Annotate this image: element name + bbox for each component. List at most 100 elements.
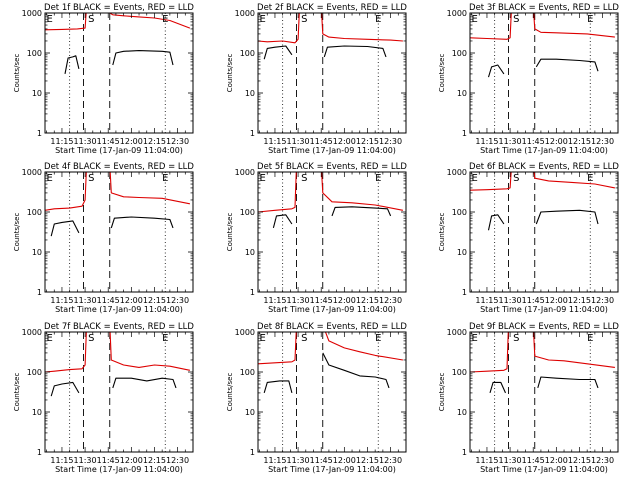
marker-e-3: E bbox=[587, 173, 593, 184]
plot-area bbox=[258, 172, 404, 292]
marker-e-3: E bbox=[375, 333, 381, 344]
y-tick-label: 100 bbox=[27, 208, 42, 217]
x-tick-label: 11:15 bbox=[475, 456, 498, 465]
y-tick-label: 1 bbox=[250, 288, 255, 297]
marker-s-2: S bbox=[513, 173, 519, 184]
marker-s-2: S bbox=[513, 333, 519, 344]
y-tick-label: 10 bbox=[457, 89, 467, 98]
y-axis-label: Counts/sec bbox=[438, 213, 446, 252]
x-tick-label: 12:15 bbox=[356, 296, 379, 305]
plot-frame bbox=[257, 171, 407, 293]
series-events-segment-1 bbox=[263, 380, 293, 394]
x-tick-label: 12:00 bbox=[333, 296, 356, 305]
x-tick-label: 12:30 bbox=[379, 137, 402, 146]
x-tick-label: 12:15 bbox=[143, 137, 166, 146]
series-events-segment-2 bbox=[322, 352, 390, 389]
y-tick-label: 10 bbox=[457, 248, 467, 257]
plot-frame bbox=[257, 12, 407, 134]
series-events-segment-1 bbox=[489, 381, 507, 394]
x-tick-label: 11:30 bbox=[499, 296, 522, 305]
y-tick-label: 10 bbox=[32, 89, 42, 98]
marker-s-2: S bbox=[513, 14, 519, 25]
x-axis-label: Start Time (17-Jan-09 11:04:00) bbox=[55, 305, 183, 314]
series-lld-segment-1 bbox=[258, 332, 403, 365]
series-events-segment-1 bbox=[50, 381, 80, 397]
x-tick-label: 11:45 bbox=[310, 456, 333, 465]
plot-frame bbox=[44, 331, 194, 453]
y-tick-label: 100 bbox=[452, 368, 467, 377]
marker-e-3: E bbox=[587, 333, 593, 344]
series-events-segment-1 bbox=[263, 45, 293, 60]
y-tick-label: 100 bbox=[452, 208, 467, 217]
x-tick-label: 12:30 bbox=[591, 137, 614, 146]
x-tick-label: 11:15 bbox=[50, 296, 73, 305]
x-axis-label: Start Time (17-Jan-09 11:04:00) bbox=[268, 305, 396, 314]
plot-frame bbox=[469, 171, 619, 293]
x-tick-label: 12:30 bbox=[379, 456, 402, 465]
y-axis-label: Counts/sec bbox=[13, 373, 21, 412]
x-tick-label: 12:00 bbox=[120, 296, 143, 305]
panel-title: Det 9f BLACK = Events, RED = LLD bbox=[469, 322, 619, 332]
x-tick-label: 11:45 bbox=[97, 137, 120, 146]
y-tick-label: 100 bbox=[240, 49, 255, 58]
marker-s-2: S bbox=[301, 173, 307, 184]
series-lld-segment-1 bbox=[45, 332, 191, 373]
y-axis-label: Counts/sec bbox=[438, 373, 446, 412]
panel-title: Det 1f BLACK = Events, RED = LLD bbox=[44, 3, 194, 13]
x-tick-label: 11:45 bbox=[97, 456, 120, 465]
x-tick-label: 11:30 bbox=[499, 137, 522, 146]
plot-area bbox=[258, 13, 403, 133]
plot-frame bbox=[257, 331, 407, 453]
x-tick-label: 12:00 bbox=[545, 456, 568, 465]
y-tick-label: 1000 bbox=[22, 328, 42, 337]
x-tick-label: 12:30 bbox=[166, 137, 189, 146]
y-tick-label: 1000 bbox=[447, 328, 467, 337]
y-tick-label: 100 bbox=[240, 208, 255, 217]
x-tick-label: 11:15 bbox=[475, 137, 498, 146]
x-tick-label: 12:15 bbox=[568, 296, 591, 305]
x-tick-label: 11:30 bbox=[74, 137, 97, 146]
marker-e-3: E bbox=[375, 173, 381, 184]
x-tick-label: 11:15 bbox=[263, 456, 286, 465]
y-tick-label: 10 bbox=[245, 248, 255, 257]
y-tick-label: 1000 bbox=[447, 168, 467, 177]
plot-area bbox=[470, 172, 616, 292]
panel-title: Det 6f BLACK = Events, RED = LLD bbox=[469, 162, 619, 172]
y-tick-label: 1000 bbox=[235, 328, 255, 337]
marker-s-2: S bbox=[88, 173, 94, 184]
marker-e-1: E bbox=[47, 333, 53, 344]
series-events-segment-2 bbox=[535, 58, 599, 72]
series-events-segment-1 bbox=[487, 64, 505, 78]
y-tick-label: 1 bbox=[37, 129, 42, 138]
series-events-segment-2 bbox=[112, 50, 174, 66]
x-tick-label: 11:30 bbox=[287, 137, 310, 146]
x-tick-label: 11:45 bbox=[522, 296, 545, 305]
marker-e-1: E bbox=[47, 14, 53, 25]
x-tick-label: 12:30 bbox=[591, 456, 614, 465]
x-tick-label: 11:30 bbox=[287, 456, 310, 465]
marker-e-3: E bbox=[587, 14, 593, 25]
marker-s-2: S bbox=[88, 14, 94, 25]
series-lld-segment-1 bbox=[45, 172, 191, 211]
x-tick-label: 11:15 bbox=[50, 137, 73, 146]
y-axis-label: Counts/sec bbox=[13, 213, 21, 252]
series-events-segment-1 bbox=[50, 220, 80, 237]
y-tick-label: 1 bbox=[250, 129, 255, 138]
x-axis-label: Start Time (17-Jan-09 11:04:00) bbox=[268, 146, 396, 155]
x-tick-label: 12:15 bbox=[568, 456, 591, 465]
y-tick-label: 10 bbox=[245, 89, 255, 98]
y-tick-label: 1 bbox=[462, 129, 467, 138]
panel-title: Det 7f BLACK = Events, RED = LLD bbox=[44, 322, 194, 332]
x-tick-label: 11:45 bbox=[97, 296, 120, 305]
plot-area bbox=[45, 13, 191, 133]
series-lld-segment-1 bbox=[258, 13, 403, 44]
x-tick-label: 11:45 bbox=[522, 456, 545, 465]
series-events-segment-2 bbox=[331, 206, 392, 217]
